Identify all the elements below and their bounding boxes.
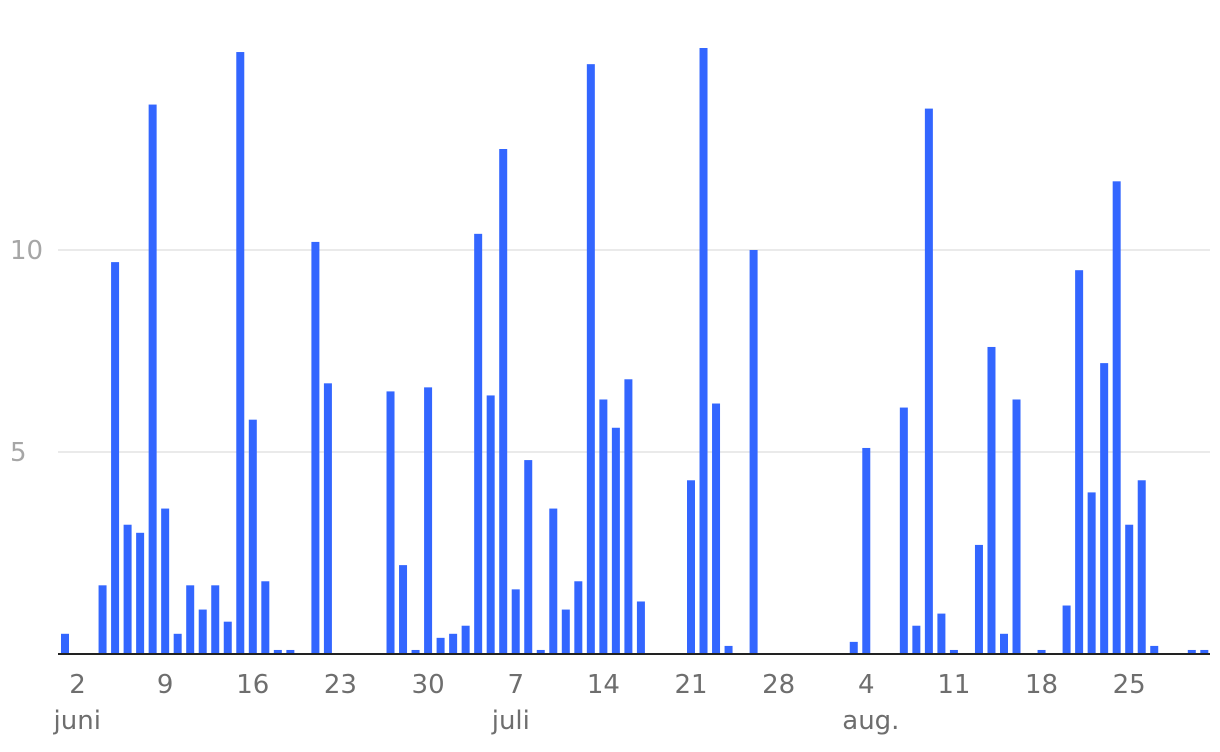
bar: [98, 585, 107, 654]
bar: [461, 625, 470, 654]
bar: [924, 108, 933, 655]
bar: [198, 609, 207, 654]
bar: [1150, 645, 1159, 654]
bar: [123, 524, 132, 654]
bar: [849, 641, 858, 654]
bar: [236, 52, 245, 655]
bar: [173, 633, 182, 654]
bar: [687, 480, 695, 654]
bar: [261, 581, 270, 654]
bar: [536, 649, 545, 654]
x-tick-label: 25: [1113, 670, 1146, 700]
bar: [1112, 181, 1121, 654]
bar: [524, 460, 533, 654]
x-tick-label: 11: [937, 670, 970, 700]
bar: [1012, 399, 1021, 654]
bar: [1200, 649, 1209, 654]
x-tick-label: 7: [507, 670, 524, 700]
x-tick-label: 14: [587, 670, 620, 700]
x-tick-label: 18: [1025, 670, 1058, 700]
bar: [586, 64, 595, 654]
bar: [949, 649, 958, 654]
bar: [1100, 363, 1109, 654]
bar: [1087, 492, 1096, 654]
bar: [899, 407, 908, 654]
bar: [436, 637, 445, 654]
x-tick-label: 23: [324, 670, 357, 700]
x-axis-ticks: 2 9 16 23 30 7 14 21 28 4 11 18 25: [69, 670, 1146, 700]
bar: [286, 649, 295, 654]
bar: [724, 645, 733, 654]
bar: [549, 508, 558, 654]
bar: [1000, 633, 1008, 654]
bar: [499, 149, 508, 654]
y-tick-label: 5: [10, 438, 27, 468]
bars: [61, 48, 1209, 655]
bar: [974, 544, 983, 654]
bar: [311, 241, 320, 655]
bar: [749, 250, 758, 654]
bar: [987, 346, 996, 654]
bar: [386, 391, 395, 654]
bar: [323, 383, 332, 654]
x-tick-label: 4: [858, 670, 875, 700]
bar: [211, 585, 220, 654]
bar: [248, 419, 257, 654]
x-tick-label: 9: [157, 670, 174, 700]
bar: [624, 379, 633, 654]
month-label: juni: [53, 706, 101, 736]
bar: [223, 621, 232, 654]
bar: [699, 48, 708, 654]
bar: [273, 649, 282, 654]
bar: [611, 427, 620, 654]
month-labels: juni juli aug.: [53, 706, 900, 736]
bar: [862, 447, 871, 654]
bar: [511, 589, 520, 654]
bar: [1037, 649, 1046, 654]
bar: [937, 613, 946, 654]
bar: [449, 633, 458, 654]
bar: [599, 399, 608, 654]
grid-lines: [58, 249, 1210, 453]
bar: [1075, 270, 1084, 654]
bar: [148, 104, 157, 654]
bar: [561, 609, 570, 654]
y-tick-label: 10: [10, 236, 43, 266]
bar: [486, 395, 495, 654]
bar: [161, 508, 170, 654]
bar: [61, 633, 69, 654]
bar: [1125, 524, 1134, 654]
y-axis-ticks: 5 10: [10, 236, 43, 468]
bar: [424, 387, 433, 654]
bar: [111, 262, 120, 654]
x-tick-label: 28: [762, 670, 795, 700]
bar: [912, 625, 921, 654]
bar: [712, 403, 721, 654]
bar: [411, 649, 420, 654]
bar: [186, 585, 195, 654]
bar: [1187, 649, 1196, 654]
bar: [574, 581, 583, 654]
bar: [1062, 605, 1071, 654]
bar: [1137, 480, 1146, 654]
bar: [399, 565, 408, 654]
x-tick-label: 16: [236, 670, 269, 700]
x-tick-label: 21: [674, 670, 707, 700]
bar: [636, 601, 645, 654]
month-label: aug.: [842, 706, 899, 736]
bar: [474, 233, 483, 654]
bar: [136, 532, 145, 654]
x-tick-label: 2: [69, 670, 86, 700]
month-label: juli: [491, 706, 530, 736]
x-tick-label: 30: [412, 670, 445, 700]
